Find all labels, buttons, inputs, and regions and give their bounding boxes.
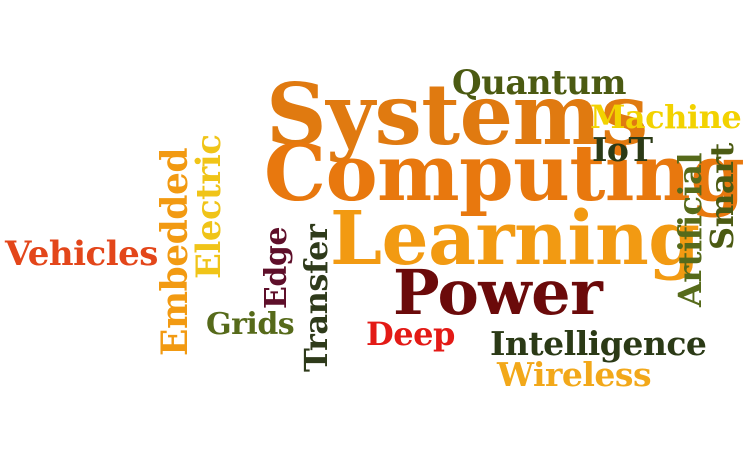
word-intelligence: Intelligence — [490, 324, 707, 363]
word-iot: IoT — [592, 130, 653, 169]
word-quantum: Quantum — [452, 63, 627, 103]
word-computing: Computing — [264, 128, 745, 219]
word-grids: Grids — [206, 307, 295, 342]
word-systems: Systems — [266, 65, 648, 164]
word-embedded: Embedded — [154, 147, 196, 356]
word-electric: Electric — [189, 134, 229, 279]
word-wireless: Wireless — [497, 355, 652, 394]
word-deep: Deep — [366, 315, 455, 353]
word-transfer: Transfer — [297, 224, 335, 372]
word-smart: Smart — [703, 143, 741, 250]
word-artificial: Artificial — [671, 152, 709, 307]
word-machine: Machine — [590, 98, 742, 136]
word-edge: Edge — [259, 227, 294, 309]
word-power: Power — [393, 256, 603, 329]
word-learning: Learning — [330, 196, 700, 282]
word-vehicles: Vehicles — [5, 234, 158, 274]
